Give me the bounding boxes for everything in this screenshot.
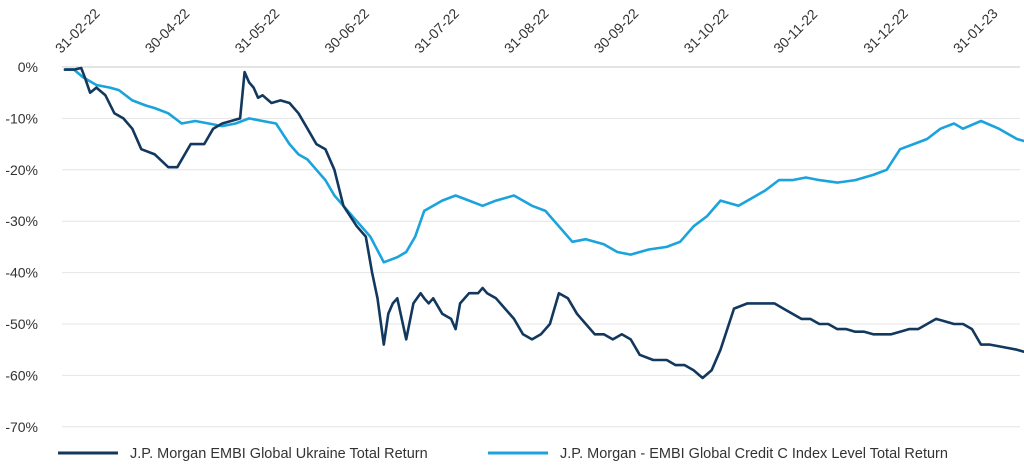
legend-item-credit-c: J.P. Morgan - EMBI Global Credit C Index… (488, 446, 948, 462)
legend-label-credit-c: J.P. Morgan - EMBI Global Credit C Index… (560, 446, 948, 462)
legend-item-ukraine: J.P. Morgan EMBI Global Ukraine Total Re… (58, 446, 428, 462)
y-tick-label: -40% (5, 265, 38, 281)
x-tick-label: 30-11-22 (770, 6, 820, 56)
x-tick-label: 30-09-22 (591, 5, 642, 56)
y-axis-tick-labels: 0% -10% -20% -30% -40% -50% -60% -70% (5, 59, 38, 435)
y-tick-label: -50% (5, 316, 38, 332)
series-lines (63, 66, 1024, 380)
x-tick-label: 31-05-22 (231, 5, 282, 56)
y-tick-label: -20% (5, 162, 38, 178)
x-tick-label: 31-12-22 (860, 5, 911, 56)
x-tick-label: 31-02-22 (52, 5, 103, 56)
legend-label-ukraine: J.P. Morgan EMBI Global Ukraine Total Re… (130, 446, 428, 462)
y-tick-label: -70% (5, 419, 38, 435)
x-tick-label: 30-06-22 (321, 5, 372, 56)
series-line-credit-c (63, 68, 1024, 264)
x-tick-label: 31-08-22 (501, 5, 552, 56)
y-tick-label: -30% (5, 213, 38, 229)
x-axis-tick-labels: 31-02-22 30-04-22 31-05-22 30-06-22 31-07-22… (52, 5, 1001, 56)
legend: J.P. Morgan EMBI Global Ukraine Total Re… (58, 446, 948, 462)
x-tick-label: 31-07-22 (411, 5, 462, 56)
x-tick-label: 31-10-22 (680, 5, 731, 56)
gridlines (62, 66, 1020, 428)
y-tick-label: -60% (5, 367, 38, 383)
y-tick-label: -10% (5, 110, 38, 126)
series-line-ukraine (63, 66, 1024, 380)
y-tick-label: 0% (18, 59, 38, 75)
x-tick-label: 31-01-23 (950, 5, 1001, 56)
x-tick-label: 30-04-22 (142, 5, 193, 56)
